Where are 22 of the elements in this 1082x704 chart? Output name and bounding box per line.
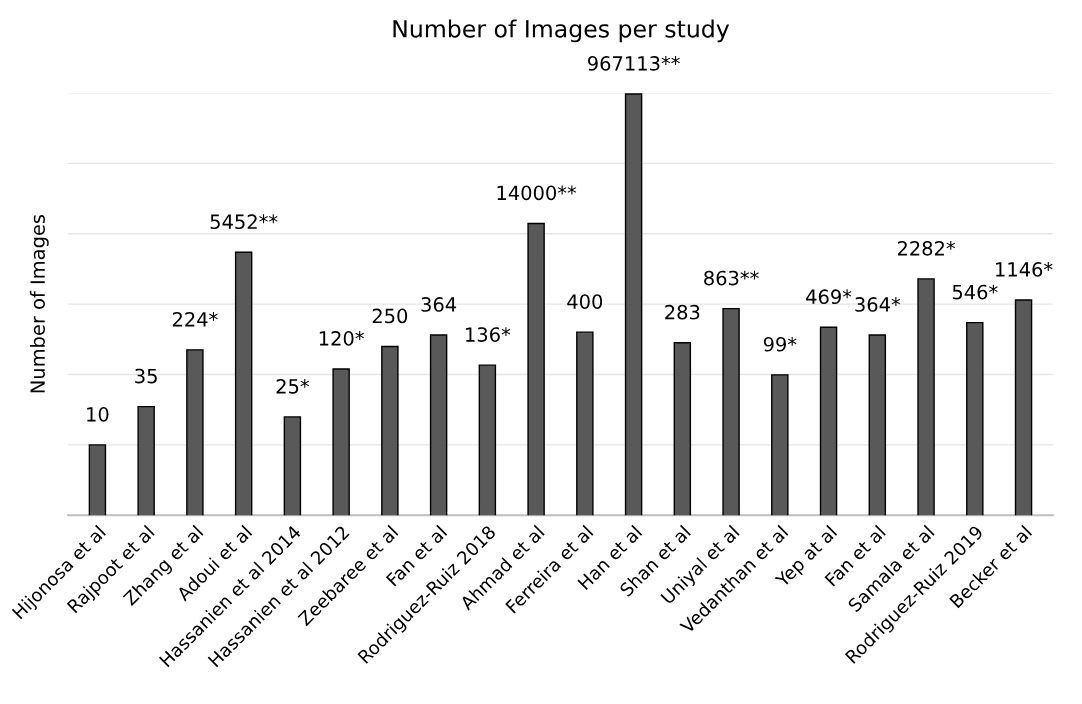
data-label: 863** (704, 270, 759, 286)
data-label: 5452** (210, 214, 278, 230)
data-label: 2282* (897, 240, 956, 256)
chart-title: Number of Images per study (393, 19, 730, 43)
data-label: 224* (172, 311, 218, 327)
data-label: 14000** (497, 185, 577, 201)
y-axis-title: Number of Images (29, 214, 49, 393)
data-label: 250 (372, 308, 408, 324)
data-label: 25* (276, 378, 310, 394)
data-label: 283 (665, 304, 700, 320)
data-label: 99* (763, 336, 797, 352)
data-label: 10 (87, 407, 109, 422)
data-label: 364* (855, 297, 901, 312)
data-label: 400 (567, 294, 603, 309)
data-label: 35 (135, 368, 157, 384)
data-label: 469* (806, 289, 852, 305)
data-label: 364 (421, 297, 457, 312)
data-label: 546* (952, 284, 998, 300)
data-label: 1146* (996, 262, 1053, 277)
data-label: 136* (466, 327, 511, 342)
data-label: 120* (319, 331, 364, 346)
data-label: 967113** (587, 56, 680, 71)
